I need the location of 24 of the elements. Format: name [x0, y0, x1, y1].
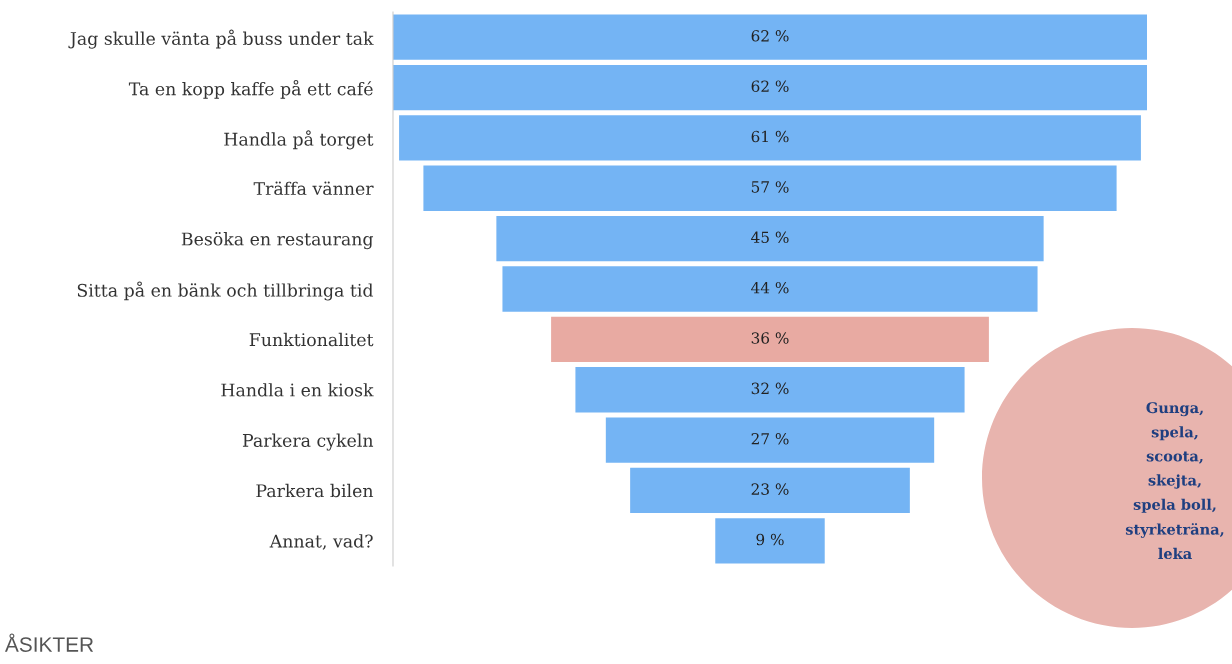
category-label: Handla på torget: [224, 130, 374, 150]
text: Gunga, spela, scoota, skejta, spela boll, styrketräna, leka: [1125, 402, 1224, 560]
category-label: Träffa vänner: [253, 181, 374, 196]
data-label: 57 %: [751, 181, 789, 193]
data-label: 61 %: [751, 130, 789, 143]
data-label: 27 %: [751, 432, 789, 445]
data-label: 44 %: [751, 281, 789, 294]
data-label: 23 %: [751, 483, 789, 495]
category-label: Parkera bilen: [256, 483, 374, 498]
text: ÅSIKTER: [4, 633, 94, 652]
data-label: 45 %: [751, 231, 789, 244]
data-label: 62 %: [751, 30, 789, 42]
category-label: Ta en kopp kaffe på ett café: [128, 79, 373, 99]
category-label: Jag skulle vänta på buss under tak: [68, 29, 374, 49]
data-label: 62 %: [751, 80, 789, 92]
data-label: 36 %: [751, 332, 789, 344]
data-label: 9 %: [756, 533, 784, 546]
category-label: Annat, vad?: [269, 534, 373, 550]
data-label: 32 %: [751, 382, 789, 395]
category-label: Handla i en kiosk: [221, 383, 374, 397]
category-label: Sitta på en bänk och tillbringa tid: [77, 281, 374, 301]
category-label: Besöka en restaurang: [181, 231, 374, 250]
category-label: Parkera cykeln: [242, 433, 374, 451]
category-label: Funktionalitet: [249, 332, 374, 347]
